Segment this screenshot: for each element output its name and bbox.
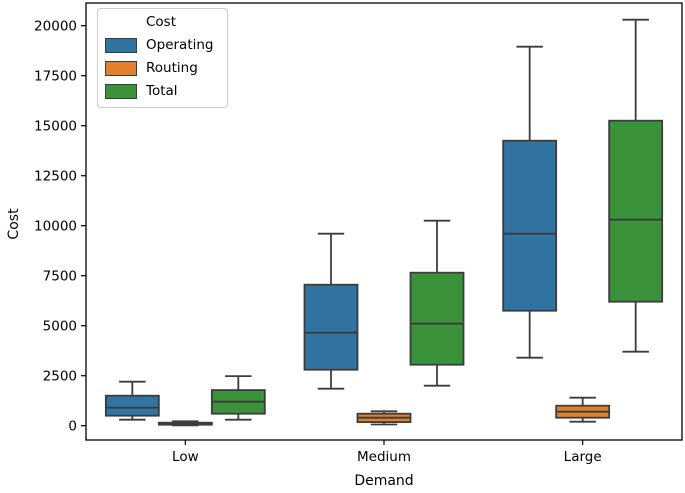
- legend: Cost Operating Routing Total: [97, 8, 228, 108]
- box-total-medium: [409, 219, 465, 387]
- y-tick-label: 10000: [34, 218, 77, 234]
- box-operating-medium: [303, 232, 359, 390]
- y-tick-label: 0: [68, 418, 77, 434]
- x-axis-label: Demand: [354, 473, 414, 489]
- legend-entry-routing: Routing: [105, 60, 217, 76]
- y-tick-label: 2500: [43, 368, 77, 384]
- y-tick-label: 20000: [34, 18, 77, 34]
- iqr-box: [502, 139, 558, 312]
- iqr-box: [303, 283, 359, 371]
- box-total-low: [210, 375, 266, 421]
- box-routing-medium: [356, 410, 412, 426]
- box-routing-low: [157, 420, 213, 427]
- legend-entry-total: Total: [105, 83, 217, 99]
- iqr-box: [104, 394, 160, 417]
- y-tick-label: 17500: [34, 68, 77, 84]
- legend-label-routing: Routing: [146, 60, 198, 76]
- legend-swatch-operating-icon: [105, 37, 137, 53]
- y-tick-label: 12500: [34, 168, 77, 184]
- y-tick-label: 5000: [43, 318, 77, 334]
- iqr-box: [608, 119, 664, 303]
- iqr-box: [409, 271, 465, 366]
- legend-label-total: Total: [146, 83, 178, 99]
- legend-entry-operating: Operating: [105, 37, 217, 53]
- legend-swatch-routing-icon: [105, 60, 137, 76]
- legend-swatch-total-icon: [105, 83, 137, 99]
- legend-label-operating: Operating: [146, 37, 214, 53]
- box-operating-large: [502, 45, 558, 359]
- y-axis-label: Cost: [6, 208, 22, 240]
- y-tick-label: 15000: [34, 118, 77, 134]
- x-tick-label: Large: [564, 449, 602, 465]
- y-tick-label: 7500: [43, 268, 77, 284]
- x-tick-label: Medium: [357, 449, 411, 465]
- box-routing-large: [555, 396, 611, 423]
- axes-spines: [85, 2, 683, 441]
- legend-title: Cost: [145, 14, 176, 30]
- box-total-large: [608, 18, 664, 353]
- box-operating-low: [104, 380, 160, 421]
- x-tick-label: Low: [172, 449, 199, 465]
